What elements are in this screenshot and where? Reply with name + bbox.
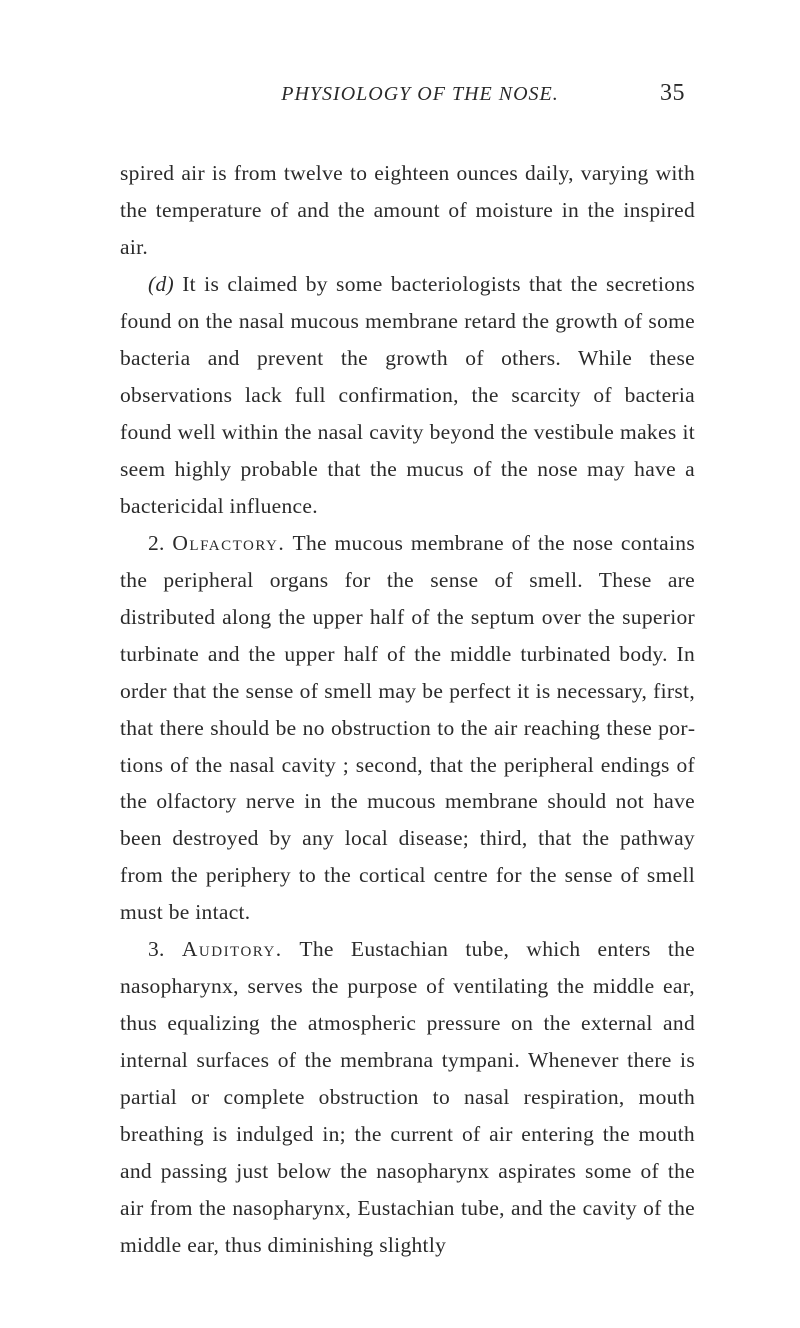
paragraph-text: The mucous membrane of the nose contains… xyxy=(120,531,695,925)
section-heading: Olfactory. xyxy=(172,531,285,555)
running-title: PHYSIOLOGY OF THE NOSE. xyxy=(180,83,660,106)
section-number: 2. xyxy=(148,531,172,555)
page-body: spired air is from twelve to eighteen ou… xyxy=(120,155,695,1264)
section-heading: Auditory. xyxy=(182,937,283,961)
paragraph-d: (d) It is claimed by some bacteriologist… xyxy=(120,266,695,525)
item-label: (d) xyxy=(148,272,174,296)
section-number: 3. xyxy=(148,937,182,961)
paragraph-auditory: 3. Auditory. The Eustachian tube, which … xyxy=(120,931,695,1264)
paragraph-text: It is claimed by some bacteriologists th… xyxy=(120,272,695,518)
paragraph-continuation: spired air is from twelve to eighteen ou… xyxy=(120,155,695,266)
page-header: PHYSIOLOGY OF THE NOSE. 35 xyxy=(120,80,695,107)
paragraph-text: The Eustachian tube, which enters the na… xyxy=(120,937,695,1257)
paragraph-olfactory: 2. Olfactory. The mucous membrane of the… xyxy=(120,525,695,932)
page-number: 35 xyxy=(660,80,685,107)
